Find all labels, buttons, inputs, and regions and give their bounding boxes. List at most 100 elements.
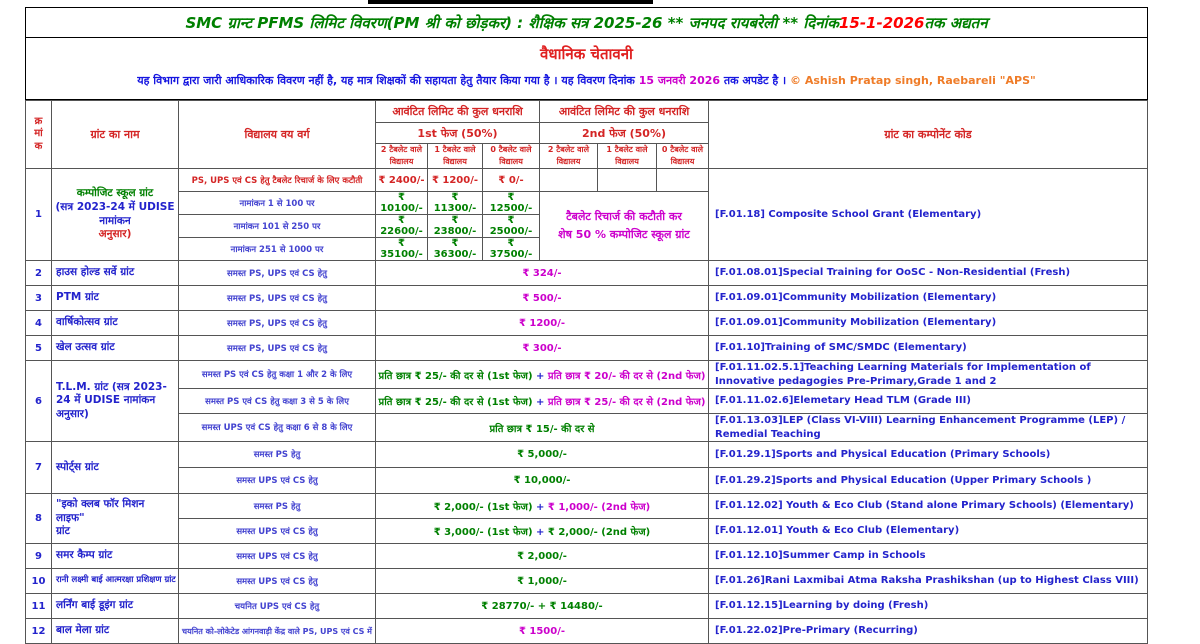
table-row: 7 स्पोर्ट्स ग्रांट समस्त PS हेतु ₹ 5,000… [25,441,1148,494]
disclaimer-suffix: तक अपडेट है । [720,74,791,87]
header-p2-0tablet: 0 टैबलेट वाले विद्यालय [656,143,709,169]
table-row: समस्त UPS एवं CS हेतु कक्षा 6 से 8 के लि… [26,413,1148,442]
phase1-amount: प्रति छात्र ₹ 25/- की दर से (1st फेज) [378,370,533,382]
component-code-cell: [F.01.13.03]LEP (Class VI-VIII) Learning… [708,413,1148,442]
grant-name-cell: कम्पोजिट स्कूल ग्रांट (सत्र 2023-24 में … [51,168,179,261]
header-grant-name: ग्रांट का नाम [51,100,179,169]
table-row: 2 हाउस होल्ड सर्वे ग्रांट समस्त PS, UPS … [25,260,1148,286]
grant-name-cell: समर कैम्प ग्रांट [51,543,179,569]
amount-cell: ₹ 1200/- [375,310,709,336]
grant-name-line2: (सत्र 2023-24 में UDISE नामांकन [55,200,175,227]
grant-name-cell: खेल उत्सव ग्रांट [51,335,179,361]
amount-cell: ₹ 12500/- [482,191,540,215]
phase1-amount: ₹ 2,000/- (1st फेज) [433,502,533,513]
header-p1-2tablet: 2 टैबलेट वाले विद्यालय [375,143,428,169]
component-code-cell: [F.01.12.10]Summer Camp in Schools [708,543,1148,569]
school-group-cell: समस्त UPS एवं CS हेतु [178,518,376,544]
header-allocated-phase1: आवंटित लिमिट की कुल धनराशि [375,100,540,123]
table-row: नामांकन 1 से 100 पर ₹ 10100/- ₹ 11300/- … [26,191,1148,261]
legal-warning-heading: वैधानिक चेतावनी [540,45,633,63]
school-group-cell: समस्त PS हेतु [178,493,376,519]
sno-cell: 10 [25,568,52,594]
grant-name-cell: हाउस होल्ड सर्वे ग्रांट [51,260,179,286]
grant-name-cell: T.L.M. ग्रांट (सत्र 2023-24 में UDISE ना… [51,360,179,442]
school-group-cell: समस्त PS एवं CS हेतु कक्षा 3 से 5 के लिए [178,388,376,414]
grant-name-cell: "इको क्लब फॉर मिशन लाइफ" ग्रांट [51,493,179,544]
header-school-group: विद्यालय वय वर्ग [178,100,376,169]
sno-cell: 6 [25,360,52,442]
grant-name-cell: स्पोर्ट्स ग्रांट [51,441,179,494]
amount-cell: ₹ 28770/- + ₹ 14480/- [375,593,709,619]
amount-cell: ₹ 500/- [375,285,709,311]
school-group-cell: समस्त UPS एवं CS हेतु [178,568,376,594]
school-group-cell: समस्त PS एवं CS हेतु कक्षा 1 और 2 के लिए [178,360,376,389]
component-code-cell: [F.01.11.02.6]Elemetary Head TLM (Grade … [708,388,1148,414]
amount-cell: ₹ 10,000/- [375,467,709,494]
grant-name-cell: रानी लक्ष्मी बाई आत्मरक्षा प्रशिक्षण ग्र… [51,568,179,594]
grant-name-line1: कम्पोजिट स्कूल ग्रांट [76,187,154,200]
page-title: SMC ग्रान्ट PFMS लिमिट विवरण(PM श्री को … [25,7,1148,38]
amount-cell: ₹ 25000/- [482,214,540,238]
disclaimer-date: 15 जनवरी 2026 [638,74,721,87]
page-title-date: 15-1-2026 [838,13,925,32]
school-group-cell: चयनित को-लोकेटेड आंगनवाड़ी केंद्र वाले P… [178,618,376,644]
school-group-cell: समस्त PS, UPS एवं CS हेतु [178,260,376,286]
table-row: 4 वार्षिकोत्सव ग्रांट समस्त PS, UPS एवं … [25,310,1148,336]
sno-cell: 3 [25,285,52,311]
header-p2-1tablet: 1 टैबलेट वाले विद्यालय [597,143,657,169]
empty-cell [597,168,657,192]
phase2-note-cell: टैबलेट रिचार्ज की कटौती कर शेष 50 % कम्प… [539,191,709,261]
amount-cell: प्रति छात्र ₹ 25/- की दर से (1st फेज) + … [375,388,709,414]
amount-cell: ₹ 1,000/- [375,568,709,594]
school-group-cell: समस्त PS, UPS एवं CS हेतु [178,335,376,361]
component-code-cell: [F.01.09.01]Community Mobilization (Elem… [708,285,1148,311]
phase2-amount: प्रति छात्र ₹ 20/- की दर से (2nd फेज) [547,370,706,382]
grant-name-cell: लर्निंग बाई डूइंग ग्रांट [51,593,179,619]
school-group-cell: नामांकन 1 से 100 पर [178,191,376,215]
page-container: SMC ग्रान्ट PFMS लिमिट विवरण(PM श्री को … [25,7,1148,644]
school-group-cell: समस्त PS, UPS एवं CS हेतु [178,285,376,311]
table-row: 8 "इको क्लब फॉर मिशन लाइफ" ग्रांट समस्त … [25,493,1148,544]
disclaimer-line: यह विभाग द्वारा जारी आधिकारिक विवरण नहीं… [26,73,1147,88]
sno-cell: 2 [25,260,52,286]
amount-cell: ₹ 2,000/- [375,543,709,569]
table-row: 11 लर्निंग बाई डूइंग ग्रांट चयनित UPS एव… [25,593,1148,619]
school-group-cell: समस्त UPS एवं CS हेतु कक्षा 6 से 8 के लि… [178,413,376,442]
component-code-cell: [F.01.12.01] Youth & Eco Club (Elementar… [708,518,1148,544]
grant-name-line3: अनुसार) [98,228,132,241]
phase1-amount: ₹ 3,000/- (1st फेज) [433,527,533,538]
amount-cell: ₹ 2,000/- (1st फेज) + ₹ 1,000/- (2nd फेज… [375,493,709,519]
sno-cell: 12 [25,618,52,644]
table-row: समस्त UPS एवं CS हेतु ₹ 3,000/- (1st फेज… [26,518,1148,544]
phase2-amount: प्रति छात्र ₹ 25/- की दर से (2nd फेज) [547,397,706,408]
table-row: समस्त PS एवं CS हेतु कक्षा 3 से 5 के लिए… [26,388,1148,414]
amount-cell: ₹ 0/- [482,168,540,192]
component-code-cell: [F.01.26]Rani Laxmibai Atma Raksha Prash… [708,568,1148,594]
school-group-cell: समस्त UPS एवं CS हेतु [178,467,376,494]
component-code-cell: [F.01.18] Composite School Grant (Elemen… [708,168,1148,261]
plus-sign: + [536,370,545,382]
amount-cell: प्रति छात्र ₹ 25/- की दर से (1st फेज) + … [375,360,709,389]
header-p1-0tablet: 0 टैबलेट वाले विद्यालय [482,143,540,169]
school-group-cell: चयनित UPS एवं CS हेतु [178,593,376,619]
amount-cell: ₹ 22600/- [375,214,428,238]
component-code-cell: [F.01.22.02]Pre-Primary (Recurring) [708,618,1148,644]
header-phase1: 1st फेज (50%) [375,122,540,144]
phase2-amount: ₹ 2,000/- (2nd फेज) [547,527,651,538]
school-group-cell: नामांकन 101 से 250 पर [178,214,376,238]
header-phase2: 2nd फेज (50%) [539,122,709,144]
amount-cell: ₹ 11300/- [427,191,483,215]
table-row: 9 समर कैम्प ग्रांट समस्त UPS एवं CS हेतु… [25,543,1148,569]
phase2-amount: ₹ 1,000/- (2nd फेज) [547,502,651,513]
component-code-cell: [F.01.08.01]Special Training for OoSC - … [708,260,1148,286]
amount-cell: ₹ 35100/- [375,237,428,261]
table-row: 1 कम्पोजिट स्कूल ग्रांट (सत्र 2023-24 मे… [25,168,1148,261]
empty-cell [539,168,598,192]
plus-sign: + [536,502,545,513]
amount-cell: ₹ 324/- [375,260,709,286]
header-allocated-phase2: आवंटित लिमिट की कुल धनराशि [539,100,709,123]
component-code-cell: [F.01.09.01]Community Mobilization (Elem… [708,310,1148,336]
amount-cell: ₹ 23800/- [427,214,483,238]
sno-cell: 5 [25,335,52,361]
component-code-cell: [F.01.11.02.5.1]Teaching Learning Materi… [708,360,1148,389]
